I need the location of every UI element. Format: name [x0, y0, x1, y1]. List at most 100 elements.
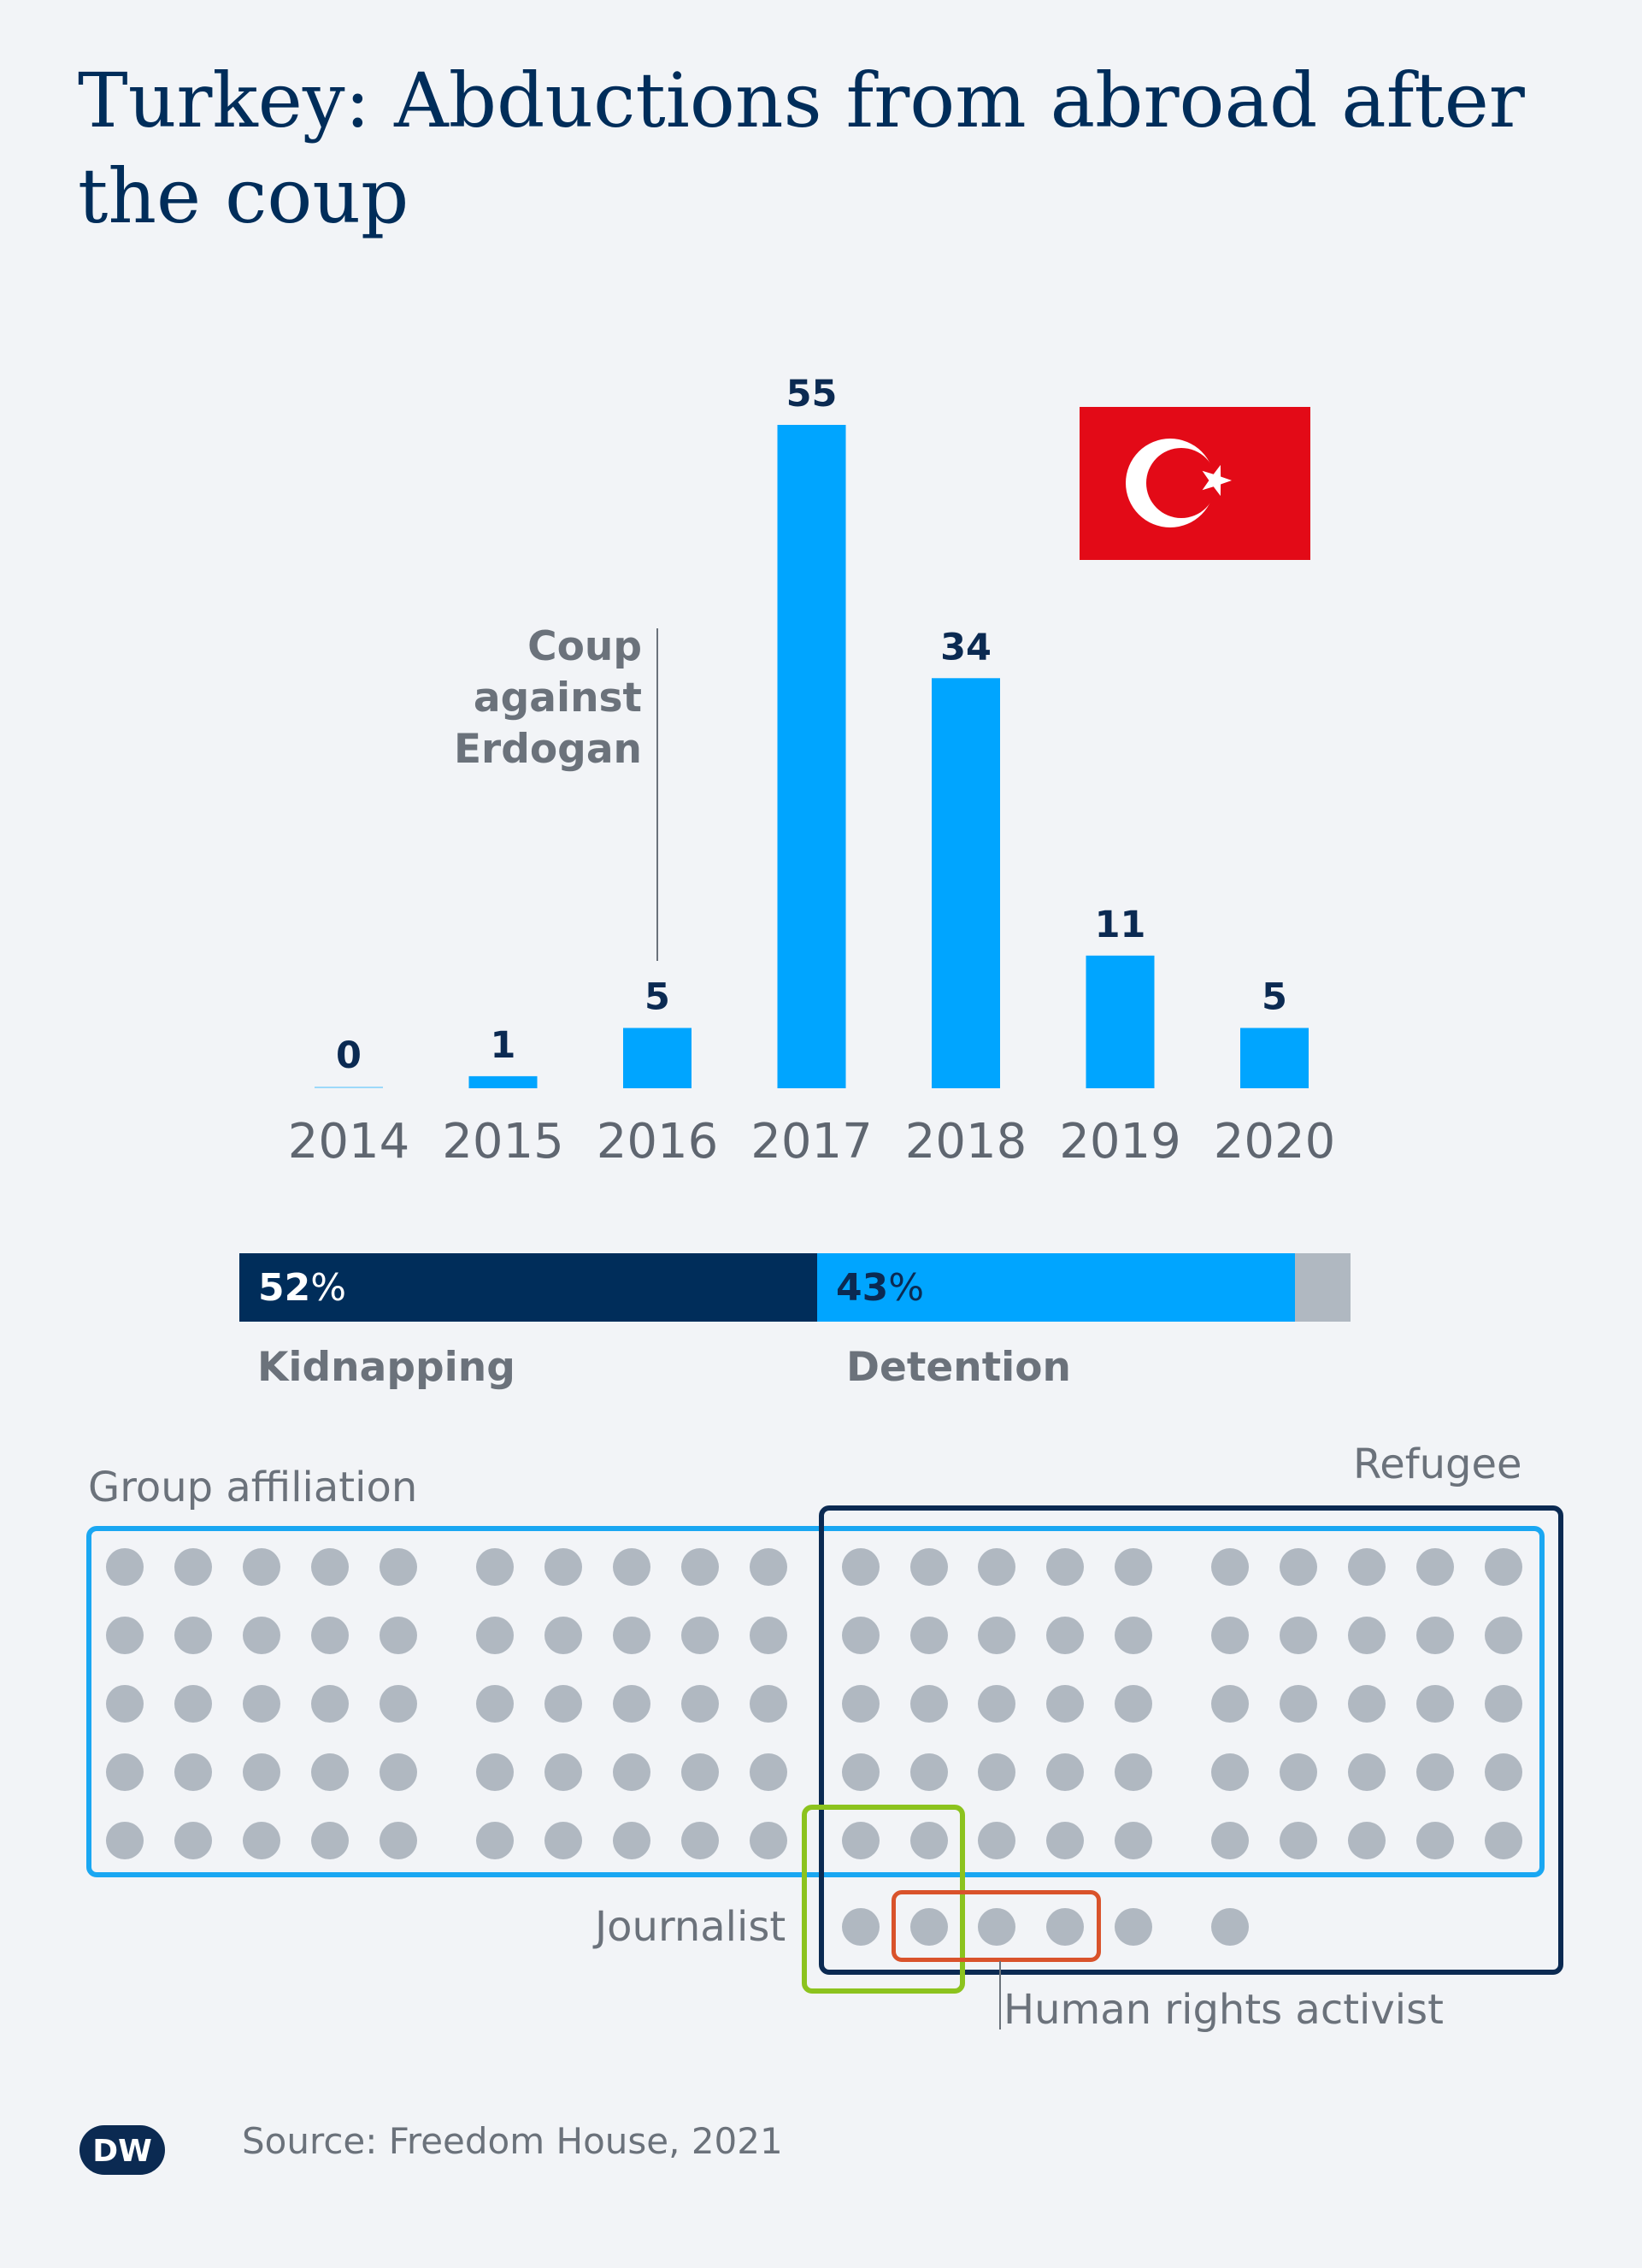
person-dot: [1348, 1617, 1386, 1654]
human-rights-activist-box: [892, 1890, 1101, 1962]
person-dot: [910, 1548, 948, 1586]
value-label-2015: 1: [491, 1024, 516, 1067]
person-dot: [243, 1548, 280, 1586]
person-dot: [842, 1908, 880, 1946]
person-dot: [1115, 1753, 1152, 1791]
person-dot: [1115, 1822, 1152, 1859]
person-dot: [1485, 1548, 1522, 1586]
person-dot: [1211, 1685, 1249, 1723]
bar-2017: [777, 425, 846, 1088]
refugee-label: Refugee: [1353, 1440, 1522, 1488]
person-dot: [1485, 1685, 1522, 1723]
person-dot: [910, 1822, 948, 1859]
journalist-box: [802, 1805, 965, 1994]
bar-2014: [315, 1087, 383, 1088]
person-dot: [311, 1685, 349, 1723]
tick-label-2016: 2016: [597, 1114, 719, 1169]
person-dot: [243, 1753, 280, 1791]
person-dot: [174, 1822, 212, 1859]
person-dot: [106, 1617, 144, 1654]
person-dot: [1485, 1617, 1522, 1654]
person-dot: [1416, 1548, 1454, 1586]
person-dot: [1348, 1822, 1386, 1859]
person-dot: [842, 1617, 880, 1654]
person-dot: [681, 1685, 719, 1723]
person-dot: [1046, 1548, 1084, 1586]
person-dot: [1046, 1685, 1084, 1723]
person-dot: [476, 1753, 514, 1791]
person-dot: [1280, 1548, 1317, 1586]
value-label-2019: 11: [1095, 904, 1146, 946]
person-dot: [750, 1753, 787, 1791]
kidnapping-label: Kidnapping: [257, 1344, 515, 1391]
person-dot: [106, 1822, 144, 1859]
person-dot: [1416, 1822, 1454, 1859]
person-dot: [544, 1548, 582, 1586]
person-dot: [750, 1548, 787, 1586]
tick-label-2017: 2017: [750, 1114, 873, 1169]
tick-label-2015: 2015: [442, 1114, 564, 1169]
person-dot: [842, 1753, 880, 1791]
person-dot: [174, 1548, 212, 1586]
person-dot: [174, 1685, 212, 1723]
refugee-box: [819, 1505, 1563, 1975]
person-dot: [476, 1685, 514, 1723]
person-dot: [1416, 1753, 1454, 1791]
person-dot: [380, 1753, 417, 1791]
annotation-line-1: Coup: [527, 623, 642, 670]
group-affiliation-box: [86, 1526, 1545, 1877]
person-dot: [613, 1822, 650, 1859]
person-dot: [1348, 1685, 1386, 1723]
annotation-line-2: against: [474, 675, 642, 722]
person-dot: [613, 1753, 650, 1791]
segment-detention: 43%: [817, 1253, 1295, 1322]
person-dot: [910, 1617, 948, 1654]
value-label-2014: 0: [336, 1034, 362, 1077]
person-dot: [1211, 1548, 1249, 1586]
person-dot: [1348, 1753, 1386, 1791]
svg-text:DW: DW: [92, 2134, 152, 2169]
person-dot: [243, 1617, 280, 1654]
bar-2020: [1240, 1028, 1309, 1088]
segment-value-label: 52%: [258, 1265, 347, 1310]
person-dot: [978, 1753, 1015, 1791]
chart-title: Turkey: Abductions from abroad after the…: [78, 56, 1525, 240]
value-label-2020: 5: [1262, 975, 1287, 1018]
person-dot: [1046, 1753, 1084, 1791]
person-dot: [750, 1617, 787, 1654]
person-dot: [174, 1753, 212, 1791]
person-dot: [978, 1822, 1015, 1859]
person-dot: [544, 1617, 582, 1654]
person-dot: [750, 1685, 787, 1723]
human-rights-activist-label: Human rights activist: [1003, 1986, 1444, 2034]
person-dot: [1280, 1822, 1317, 1859]
person-dot: [910, 1908, 948, 1946]
turkey-flag-icon: [1080, 407, 1310, 560]
bar-2019: [1086, 955, 1155, 1088]
person-dot: [476, 1617, 514, 1654]
source-note: Source: Freedom House, 2021: [242, 2120, 783, 2162]
person-dot: [978, 1908, 1015, 1946]
value-label-2017: 55: [786, 373, 838, 415]
segment-kidnapping: 52%: [239, 1253, 817, 1322]
person-dot: [1211, 1908, 1249, 1946]
person-dot: [910, 1685, 948, 1723]
person-dot: [380, 1548, 417, 1586]
person-dot: [1280, 1685, 1317, 1723]
dw-logo-icon: DW: [79, 2125, 165, 2175]
person-dot: [380, 1685, 417, 1723]
person-dot: [1115, 1685, 1152, 1723]
person-dot: [544, 1685, 582, 1723]
person-dot: [613, 1685, 650, 1723]
segment-value-label: 43%: [836, 1265, 925, 1310]
value-label-2016: 5: [644, 975, 670, 1018]
person-dot: [106, 1548, 144, 1586]
person-dot: [1280, 1753, 1317, 1791]
person-dot: [681, 1617, 719, 1654]
person-dot: [243, 1822, 280, 1859]
person-dot: [243, 1685, 280, 1723]
person-dot: [1115, 1908, 1152, 1946]
person-dot: [1046, 1617, 1084, 1654]
person-dot: [476, 1822, 514, 1859]
